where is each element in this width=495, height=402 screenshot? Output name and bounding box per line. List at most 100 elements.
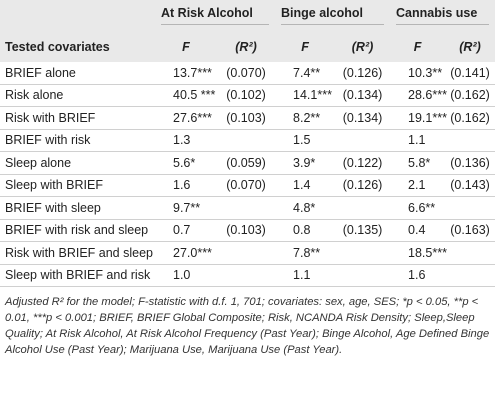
column-header: (R²) xyxy=(235,39,257,54)
table-cell: (0.059) xyxy=(217,151,276,175)
column-header: F xyxy=(182,39,190,54)
table-cell: 0.7 xyxy=(155,219,217,242)
column-header: Tested covariates xyxy=(5,39,110,54)
table-row: BRIEF with risk and sleep 0.7 (0.103) 0.8 (0… xyxy=(0,219,495,242)
header-row: Tested covariates F (R²) F (R²) F (R²) xyxy=(0,31,495,62)
table-cell: 1.1 xyxy=(275,264,336,287)
table-cell: (0.102) xyxy=(217,84,276,107)
table-cell: 14.1*** xyxy=(275,84,336,107)
table-cell xyxy=(335,241,391,265)
table-cell: 1.6 xyxy=(155,174,217,197)
table-header: At Risk Alcohol Binge alcohol Cannabis use… xyxy=(0,0,495,62)
table-cell xyxy=(445,129,495,152)
table-row: BRIEF with risk 1.3 1.5 1.1 xyxy=(0,129,495,152)
table-cell: Sleep alone xyxy=(0,151,155,175)
table-cell xyxy=(445,264,495,287)
table-cell xyxy=(217,264,276,287)
table-cell: (0.143) xyxy=(445,174,495,197)
table-row: BRIEF with sleep 9.7** 4.8* 6.6** xyxy=(0,196,495,220)
header-cell xyxy=(0,0,155,31)
table-cell: 4.8* xyxy=(275,196,336,220)
table-cell: (0.126) xyxy=(335,174,391,197)
table-cell: 0.4 xyxy=(390,219,446,242)
group-label: At Risk Alcohol xyxy=(161,6,270,25)
footnote: Adjusted R² for the model; F-statistic w… xyxy=(5,296,490,356)
table-cell: 1.4 xyxy=(275,174,336,197)
table-cell: (0.126) xyxy=(335,62,391,85)
table-cell: 9.7** xyxy=(155,196,217,220)
table-row: Sleep with BRIEF 1.6 (0.070) 1.4 (0.126) 2.1(… xyxy=(0,174,495,197)
table-cell: Risk with BRIEF xyxy=(0,106,155,130)
table-cell: 27.0*** xyxy=(155,241,217,265)
table-cell: 1.6 xyxy=(390,264,446,287)
table-cell: BRIEF with risk xyxy=(0,129,155,152)
column-header: (R²) xyxy=(351,39,374,54)
table-row: Sleep alone 5.6* (0.059) 3.9* (0.122) 5.8* (0.… xyxy=(0,151,495,175)
column-header: F xyxy=(301,39,309,54)
table-cell: 2.1 xyxy=(390,174,446,197)
table-cell: 27.6*** xyxy=(155,106,217,130)
group-label: Binge alcohol xyxy=(281,6,385,25)
table-cell xyxy=(217,241,276,265)
table-cell: (0.135) xyxy=(335,219,391,242)
table-cell: BRIEF alone xyxy=(0,62,155,85)
table-cell: 8.2** xyxy=(275,106,336,130)
table-cell: (0.103) xyxy=(217,219,276,242)
table-cell: (0.070) xyxy=(217,62,276,85)
table-cell xyxy=(217,196,276,220)
table-cell: (0.134) xyxy=(335,106,391,130)
table-cell: Risk with BRIEF and sleep xyxy=(0,241,155,265)
group-header: Cannabis use xyxy=(390,0,495,31)
table-cell: 5.6* xyxy=(155,151,217,175)
table-row: Risk with BRIEF 27.6*** (0.103) 8.2** (0.134… xyxy=(0,106,495,130)
results-table: At Risk Alcohol Binge alcohol Cannabis use… xyxy=(0,0,495,287)
table-cell: (0.162) xyxy=(445,106,495,130)
table-cell xyxy=(335,129,391,152)
table-cell: 28.6*** xyxy=(390,84,447,107)
table-cell: BRIEF with sleep xyxy=(0,196,155,220)
table-cell: 1.0 xyxy=(155,264,217,287)
table-cell: 3.9* xyxy=(275,151,336,175)
table-cell: 1.3 xyxy=(155,129,217,152)
table-cell: 0.8 xyxy=(275,219,336,242)
table-cell: 5.8* xyxy=(390,151,446,175)
table-cell: 18.5*** xyxy=(390,241,447,265)
group-label: Cannabis use xyxy=(396,6,490,25)
table-cell xyxy=(445,196,495,220)
table-cell: (0.103) xyxy=(217,106,276,130)
table-body: BRIEF alone 13.7*** (0.070) 7.4** (0.126) 10.… xyxy=(0,62,495,287)
table-cell: 7.4** xyxy=(275,62,336,85)
table-cell: 10.3** xyxy=(390,62,446,85)
table-cell: (0.163) xyxy=(445,219,495,242)
table-cell: (0.122) xyxy=(335,151,391,175)
table-cell: (0.134) xyxy=(335,84,391,107)
table-cell: Risk alone xyxy=(0,84,155,107)
table-cell: (0.162) xyxy=(445,84,495,107)
table-cell: (0.136) xyxy=(445,151,495,175)
header-row: At Risk Alcohol Binge alcohol Cannabis use xyxy=(0,0,495,31)
table-cell xyxy=(335,264,391,287)
table-row: BRIEF alone 13.7*** (0.070) 7.4** (0.126) 10.… xyxy=(0,62,495,85)
table-cell: (0.141) xyxy=(445,62,495,85)
table-cell: 13.7*** xyxy=(155,62,217,85)
table-cell: Sleep with BRIEF xyxy=(0,174,155,197)
table-cell: 1.1 xyxy=(390,129,446,152)
table-cell: (0.070) xyxy=(217,174,276,197)
table-cell xyxy=(217,129,276,152)
column-header: F xyxy=(413,39,422,54)
column-header: (R²) xyxy=(459,39,481,54)
group-header: Binge alcohol xyxy=(275,0,390,31)
table-cell: 40.5 *** xyxy=(155,84,217,107)
table-cell xyxy=(335,196,391,220)
table-cell: BRIEF with risk and sleep xyxy=(0,219,155,242)
table-cell: 1.5 xyxy=(275,129,336,152)
table-cell: Sleep with BRIEF and risk xyxy=(0,264,155,287)
table-cell: 19.1*** xyxy=(390,106,447,130)
table-row: Risk with BRIEF and sleep 27.0*** 7.8** 18.… xyxy=(0,241,495,265)
table-cell: 6.6** xyxy=(390,196,446,220)
group-header: At Risk Alcohol xyxy=(155,0,275,31)
table-cell: 7.8** xyxy=(275,241,336,265)
table-row: Risk alone 40.5 *** (0.102) 14.1*** (0.134) 2… xyxy=(0,84,495,107)
table-cell xyxy=(445,241,495,265)
table-row: Sleep with BRIEF and risk 1.0 1.1 1.6 xyxy=(0,264,495,287)
